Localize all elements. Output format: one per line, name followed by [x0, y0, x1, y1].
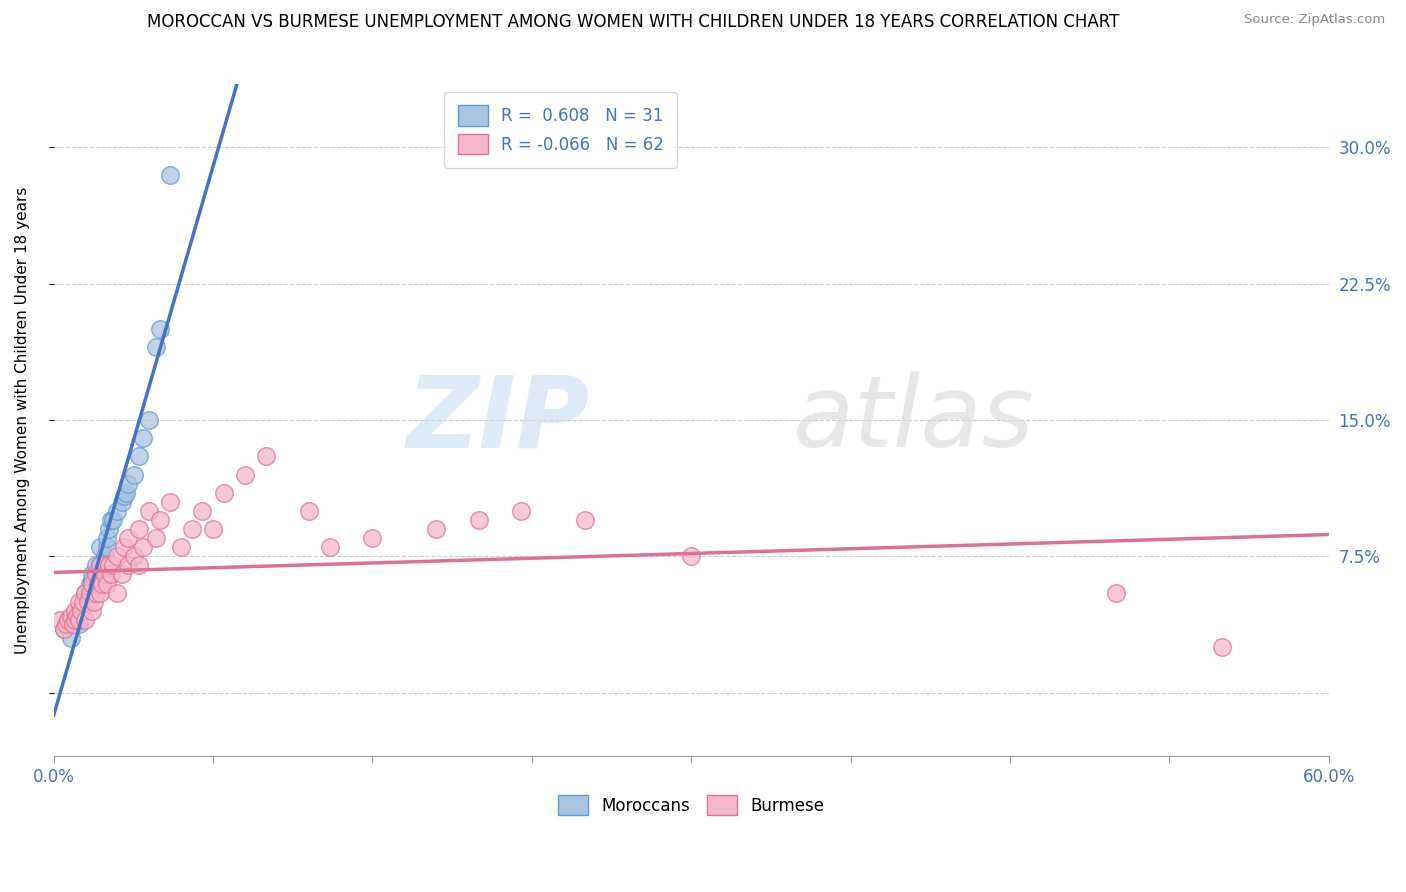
- Point: [87, 576, 110, 591]
- Point: [89, 585, 111, 599]
- Point: [159, 495, 181, 509]
- Point: [170, 540, 193, 554]
- Point: [681, 549, 703, 564]
- Point: [55, 616, 77, 631]
- Point: [1211, 640, 1233, 655]
- Point: [159, 168, 181, 182]
- Point: [110, 495, 132, 509]
- Point: [75, 595, 97, 609]
- Point: [101, 513, 124, 527]
- Point: [75, 585, 97, 599]
- Point: [233, 467, 256, 482]
- Point: [62, 616, 84, 631]
- Point: [361, 531, 384, 545]
- Point: [138, 504, 160, 518]
- Y-axis label: Unemployment Among Women with Children Under 18 years: Unemployment Among Women with Children U…: [15, 186, 30, 654]
- Point: [105, 504, 128, 518]
- Point: [112, 489, 135, 503]
- Point: [191, 504, 214, 518]
- Point: [58, 613, 80, 627]
- Point: [149, 513, 172, 527]
- Point: [96, 531, 118, 545]
- Point: [201, 522, 224, 536]
- Point: [80, 604, 103, 618]
- Point: [112, 540, 135, 554]
- Point: [49, 613, 72, 627]
- Point: [84, 585, 107, 599]
- Point: [124, 549, 146, 564]
- Point: [105, 585, 128, 599]
- Point: [132, 431, 155, 445]
- Point: [67, 613, 90, 627]
- Point: [425, 522, 447, 536]
- Point: [89, 558, 111, 573]
- Point: [80, 573, 103, 587]
- Point: [93, 549, 115, 564]
- Point: [67, 595, 90, 609]
- Point: [67, 616, 90, 631]
- Point: [75, 585, 97, 599]
- Point: [66, 609, 89, 624]
- Point: [298, 504, 321, 518]
- Point: [132, 540, 155, 554]
- Point: [467, 513, 489, 527]
- Point: [93, 567, 115, 582]
- Point: [128, 450, 150, 464]
- Point: [63, 613, 86, 627]
- Point: [84, 558, 107, 573]
- Point: [89, 558, 111, 573]
- Point: [53, 622, 76, 636]
- Point: [79, 576, 101, 591]
- Point: [117, 531, 139, 545]
- Point: [59, 631, 82, 645]
- Point: [124, 467, 146, 482]
- Point: [117, 476, 139, 491]
- Point: [97, 522, 120, 536]
- Point: [510, 504, 533, 518]
- Point: [96, 540, 118, 554]
- Point: [254, 450, 277, 464]
- Point: [180, 522, 202, 536]
- Point: [80, 576, 103, 591]
- Point: [138, 413, 160, 427]
- Point: [105, 549, 128, 564]
- Point: [100, 567, 122, 582]
- Text: atlas: atlas: [793, 371, 1035, 468]
- Text: MOROCCAN VS BURMESE UNEMPLOYMENT AMONG WOMEN WITH CHILDREN UNDER 18 YEARS CORREL: MOROCCAN VS BURMESE UNEMPLOYMENT AMONG W…: [146, 13, 1119, 31]
- Point: [117, 558, 139, 573]
- Point: [145, 531, 167, 545]
- Point: [59, 609, 82, 624]
- Point: [53, 622, 76, 636]
- Point: [63, 604, 86, 618]
- Point: [97, 558, 120, 573]
- Point: [91, 576, 114, 591]
- Point: [1105, 585, 1128, 599]
- Point: [319, 540, 342, 554]
- Point: [212, 485, 235, 500]
- Point: [115, 485, 138, 500]
- Point: [128, 558, 150, 573]
- Point: [145, 340, 167, 354]
- Point: [75, 613, 97, 627]
- Legend: Moroccans, Burmese: Moroccans, Burmese: [551, 789, 831, 822]
- Point: [110, 567, 132, 582]
- Point: [101, 558, 124, 573]
- Point: [128, 522, 150, 536]
- Point: [79, 585, 101, 599]
- Point: [89, 540, 111, 554]
- Point: [63, 613, 86, 627]
- Point: [76, 595, 98, 609]
- Point: [149, 322, 172, 336]
- Point: [100, 513, 122, 527]
- Point: [96, 576, 118, 591]
- Point: [80, 567, 103, 582]
- Point: [72, 595, 94, 609]
- Point: [83, 595, 105, 609]
- Point: [87, 567, 110, 582]
- Point: [70, 604, 93, 618]
- Text: Source: ZipAtlas.com: Source: ZipAtlas.com: [1244, 13, 1385, 27]
- Point: [574, 513, 596, 527]
- Text: ZIP: ZIP: [406, 371, 589, 468]
- Point: [84, 567, 107, 582]
